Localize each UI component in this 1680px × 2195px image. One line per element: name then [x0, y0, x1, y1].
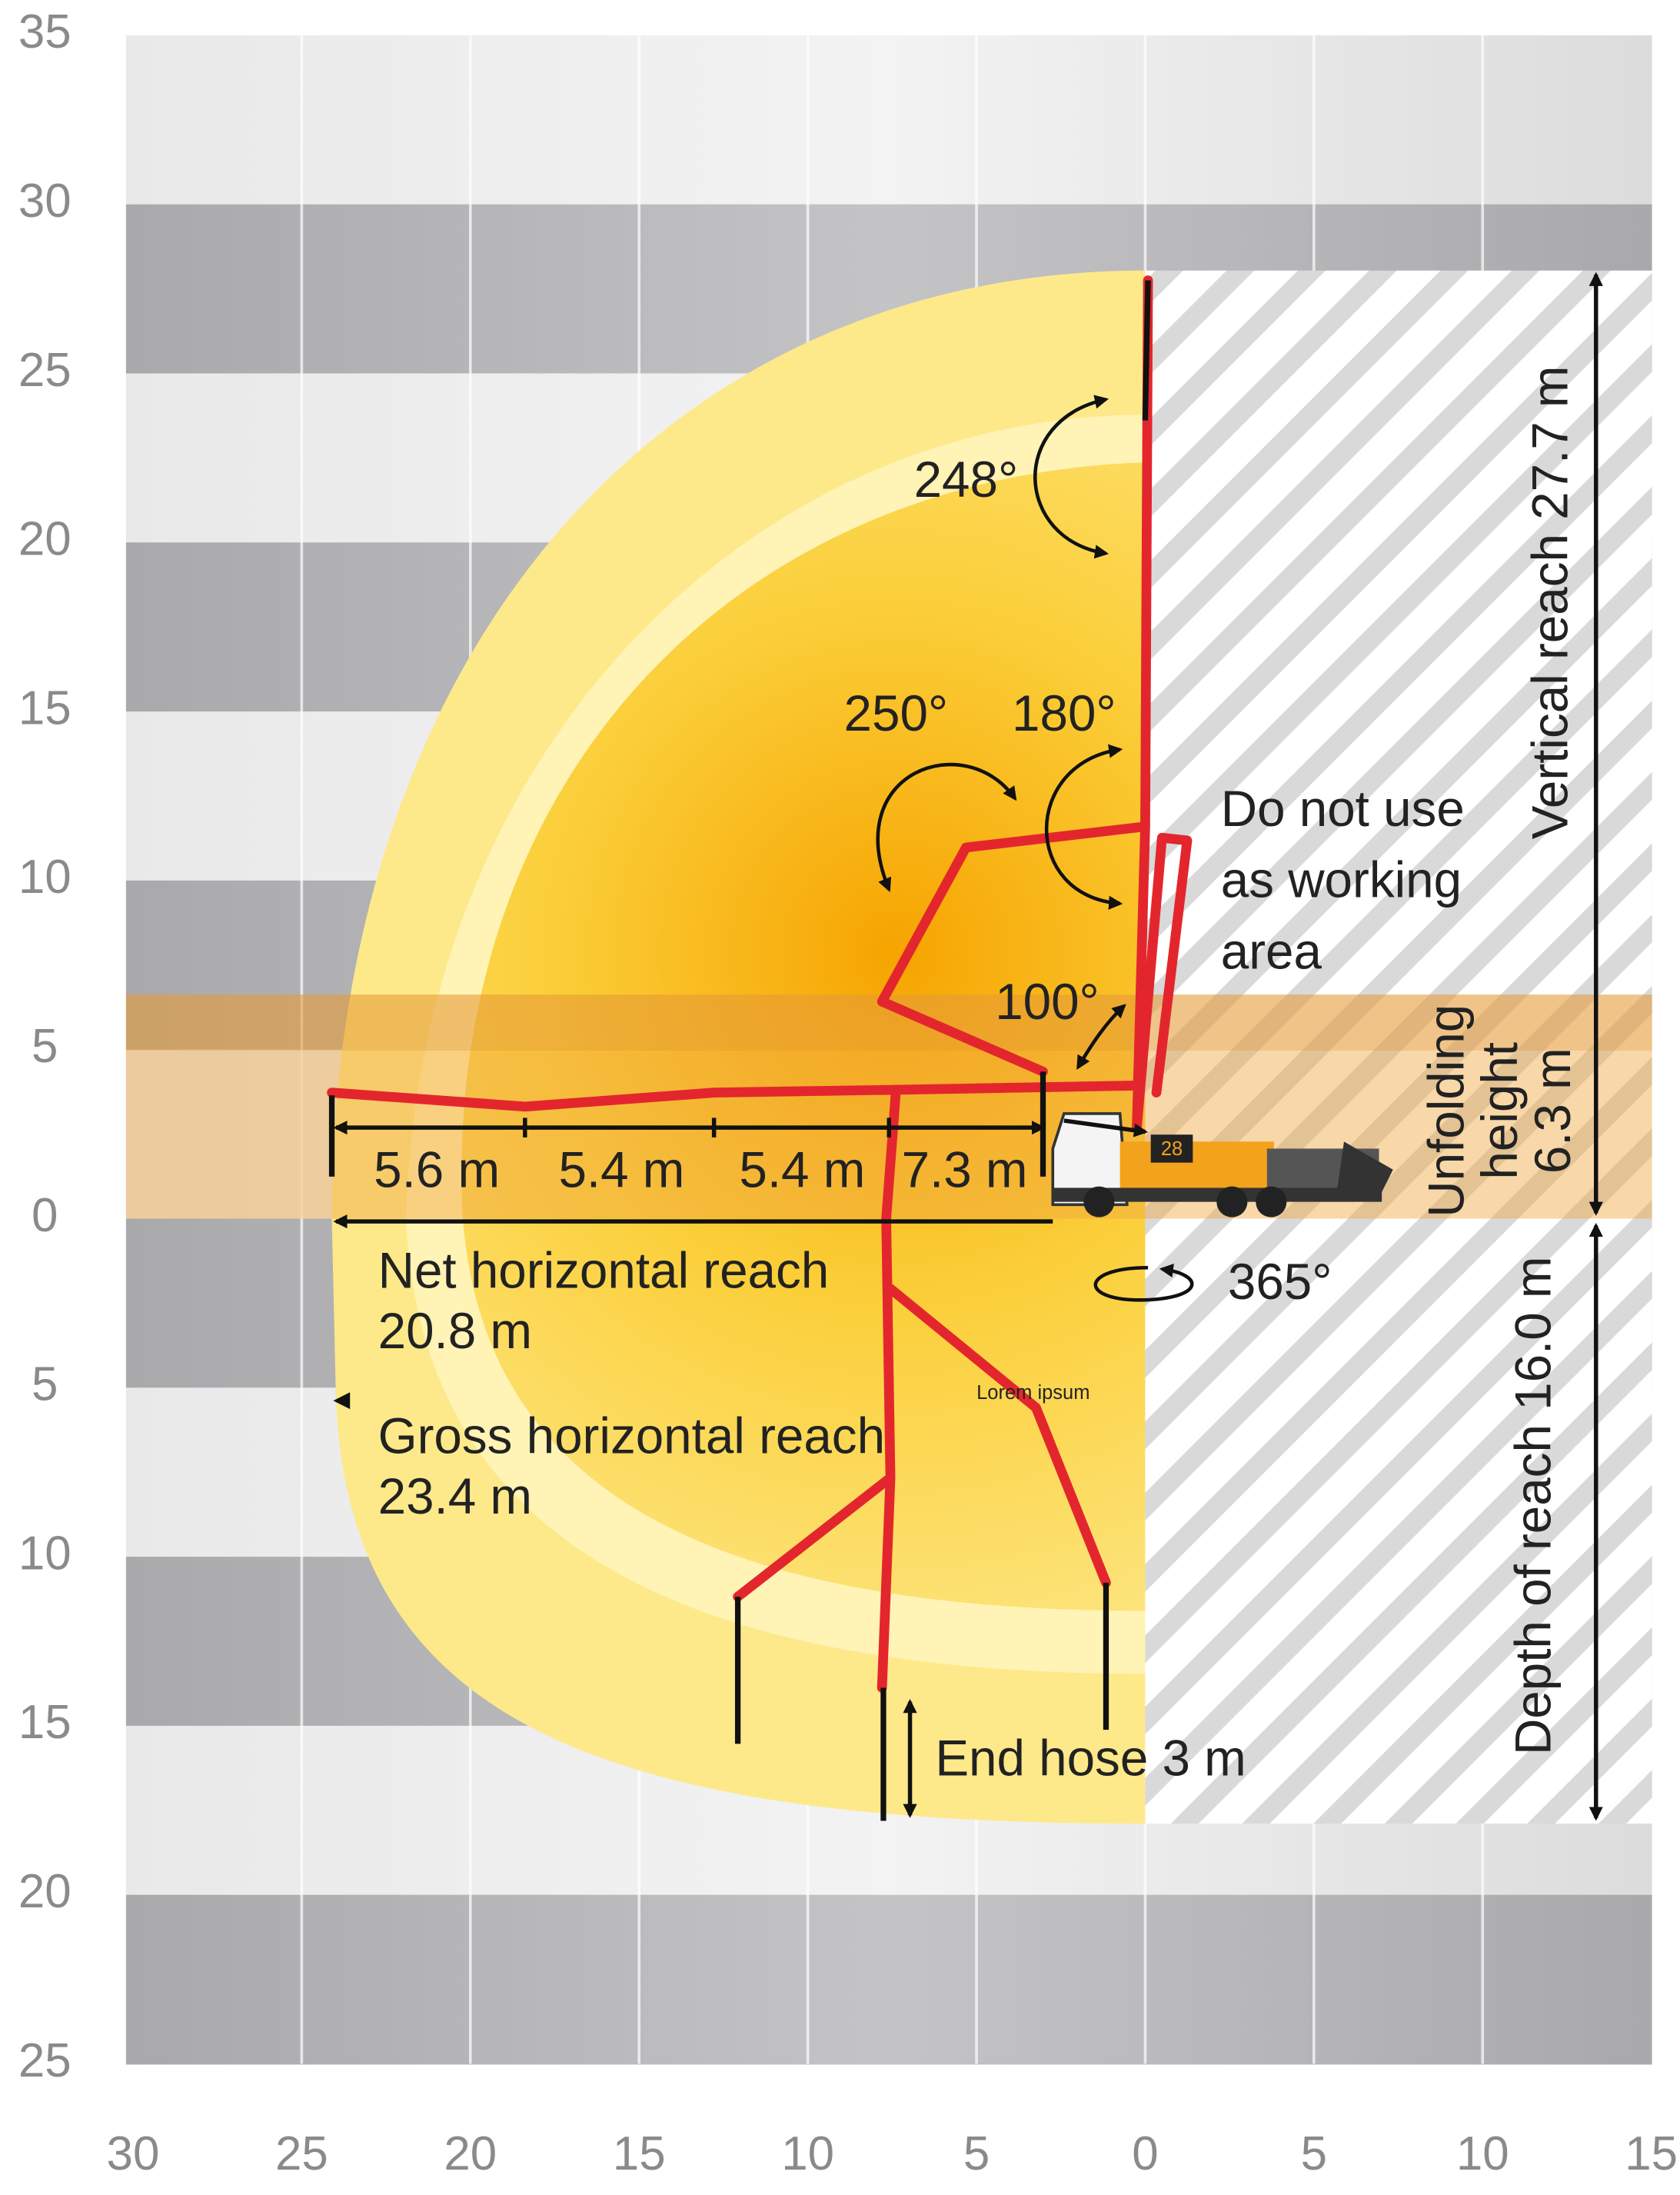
wheel: [1083, 1186, 1115, 1217]
boom-folded: [877, 821, 1150, 1077]
grid-row: [125, 1894, 1652, 2065]
net-reach-label: 20.8 m: [378, 1303, 532, 1359]
boom-horizontal: [327, 1081, 1139, 1112]
rotation-arrows: [876, 395, 1194, 1302]
no-use-label: area: [1221, 923, 1322, 979]
depth-label: Depth of reach 16.0 m: [1505, 1256, 1562, 1755]
gross-reach-label: 23.4 m: [378, 1468, 532, 1524]
x-axis-label: 10: [1456, 2127, 1509, 2180]
no-use-area: [1145, 270, 1652, 1824]
angle-label: 248°: [914, 451, 1019, 508]
boom: [327, 275, 1193, 1821]
no-use-label: Do not use: [1221, 781, 1465, 837]
truck-badge: 28: [1161, 1138, 1183, 1160]
unfolding-label: Unfolding: [1419, 1004, 1475, 1217]
gross-reach-arrow: [333, 1392, 351, 1410]
x-axis-label: 15: [613, 2127, 666, 2180]
y-axis-label: 20: [18, 513, 72, 566]
x-axis-label: 20: [444, 2127, 497, 2180]
y-axis-label: 10: [18, 851, 72, 904]
net-reach-label: Net horizontal reach: [378, 1243, 830, 1299]
hose: [1142, 280, 1151, 421]
angle-label: 180°: [1012, 685, 1116, 741]
core-reach-envelope: [461, 462, 1146, 1611]
boom-down: [877, 1084, 901, 1693]
x-axis-label: 15: [1625, 2127, 1678, 2180]
truck: 28: [1051, 1112, 1393, 1217]
grid-row: [125, 35, 1652, 205]
wheel: [1216, 1186, 1248, 1217]
unfolding-label: height: [1472, 1042, 1528, 1180]
x-axis-label: 10: [781, 2127, 834, 2180]
boom-down-right: [885, 1284, 1111, 1588]
unfolding-label: 6.3 m: [1525, 1048, 1581, 1174]
x-axis-label: 30: [107, 2127, 160, 2180]
boom-down-left: [733, 1472, 896, 1602]
x-axis-label: 0: [1132, 2127, 1158, 2180]
segment-label: 5.6 m: [374, 1142, 500, 1198]
y-axis-label: 5: [32, 1358, 58, 1411]
y-axis-label: 15: [18, 1696, 72, 1749]
segment-label: 7.3 m: [902, 1142, 1028, 1198]
y-axis-label: 35: [18, 5, 72, 58]
y-axis-label: 10: [18, 1527, 72, 1580]
truck-badge-bg: [1150, 1134, 1193, 1163]
rotation-365: [1093, 1263, 1194, 1302]
angle-label: 100°: [995, 974, 1099, 1030]
angle-label: 365°: [1228, 1254, 1332, 1310]
placeholder-label: Lorem ipsum: [976, 1382, 1090, 1404]
boom-folded-2: [1132, 832, 1193, 1133]
y-axis-label: 25: [18, 344, 72, 397]
rotation-180: [1045, 744, 1123, 910]
segment-label: 5.4 m: [558, 1142, 684, 1198]
rotation-248: [1033, 395, 1109, 559]
end-hose-label: End hose 3 m: [935, 1730, 1246, 1786]
y-axis-label: 30: [18, 175, 72, 228]
gross-reach-label: Gross horizontal reach: [378, 1408, 885, 1464]
y-axis-label: 25: [18, 2034, 72, 2087]
no-use-label: as working: [1221, 852, 1462, 908]
wheel: [1256, 1186, 1287, 1217]
y-axis-label: 5: [32, 1020, 58, 1073]
truck-hopper: [1336, 1141, 1393, 1198]
angle-label: 250°: [844, 685, 949, 741]
segment-label: 5.4 m: [739, 1142, 865, 1198]
rotation-100: [1076, 1004, 1126, 1070]
y-axis-label: 20: [18, 1865, 72, 1918]
dimensions: [333, 271, 1603, 1821]
vertical-reach-label: Vertical reach 27.7 m: [1522, 365, 1578, 839]
base-arrow: [1063, 1118, 1149, 1137]
y-axis-label: 15: [18, 681, 72, 734]
x-axis-label: 5: [963, 2127, 990, 2180]
truck-chassis: [1053, 1187, 1382, 1202]
x-axis-label: 25: [275, 2127, 328, 2180]
x-axis-label: 5: [1301, 2127, 1327, 2180]
y-axis-label: 0: [32, 1189, 58, 1242]
truck-body: [1119, 1141, 1274, 1191]
rotation-250: [876, 762, 1017, 892]
